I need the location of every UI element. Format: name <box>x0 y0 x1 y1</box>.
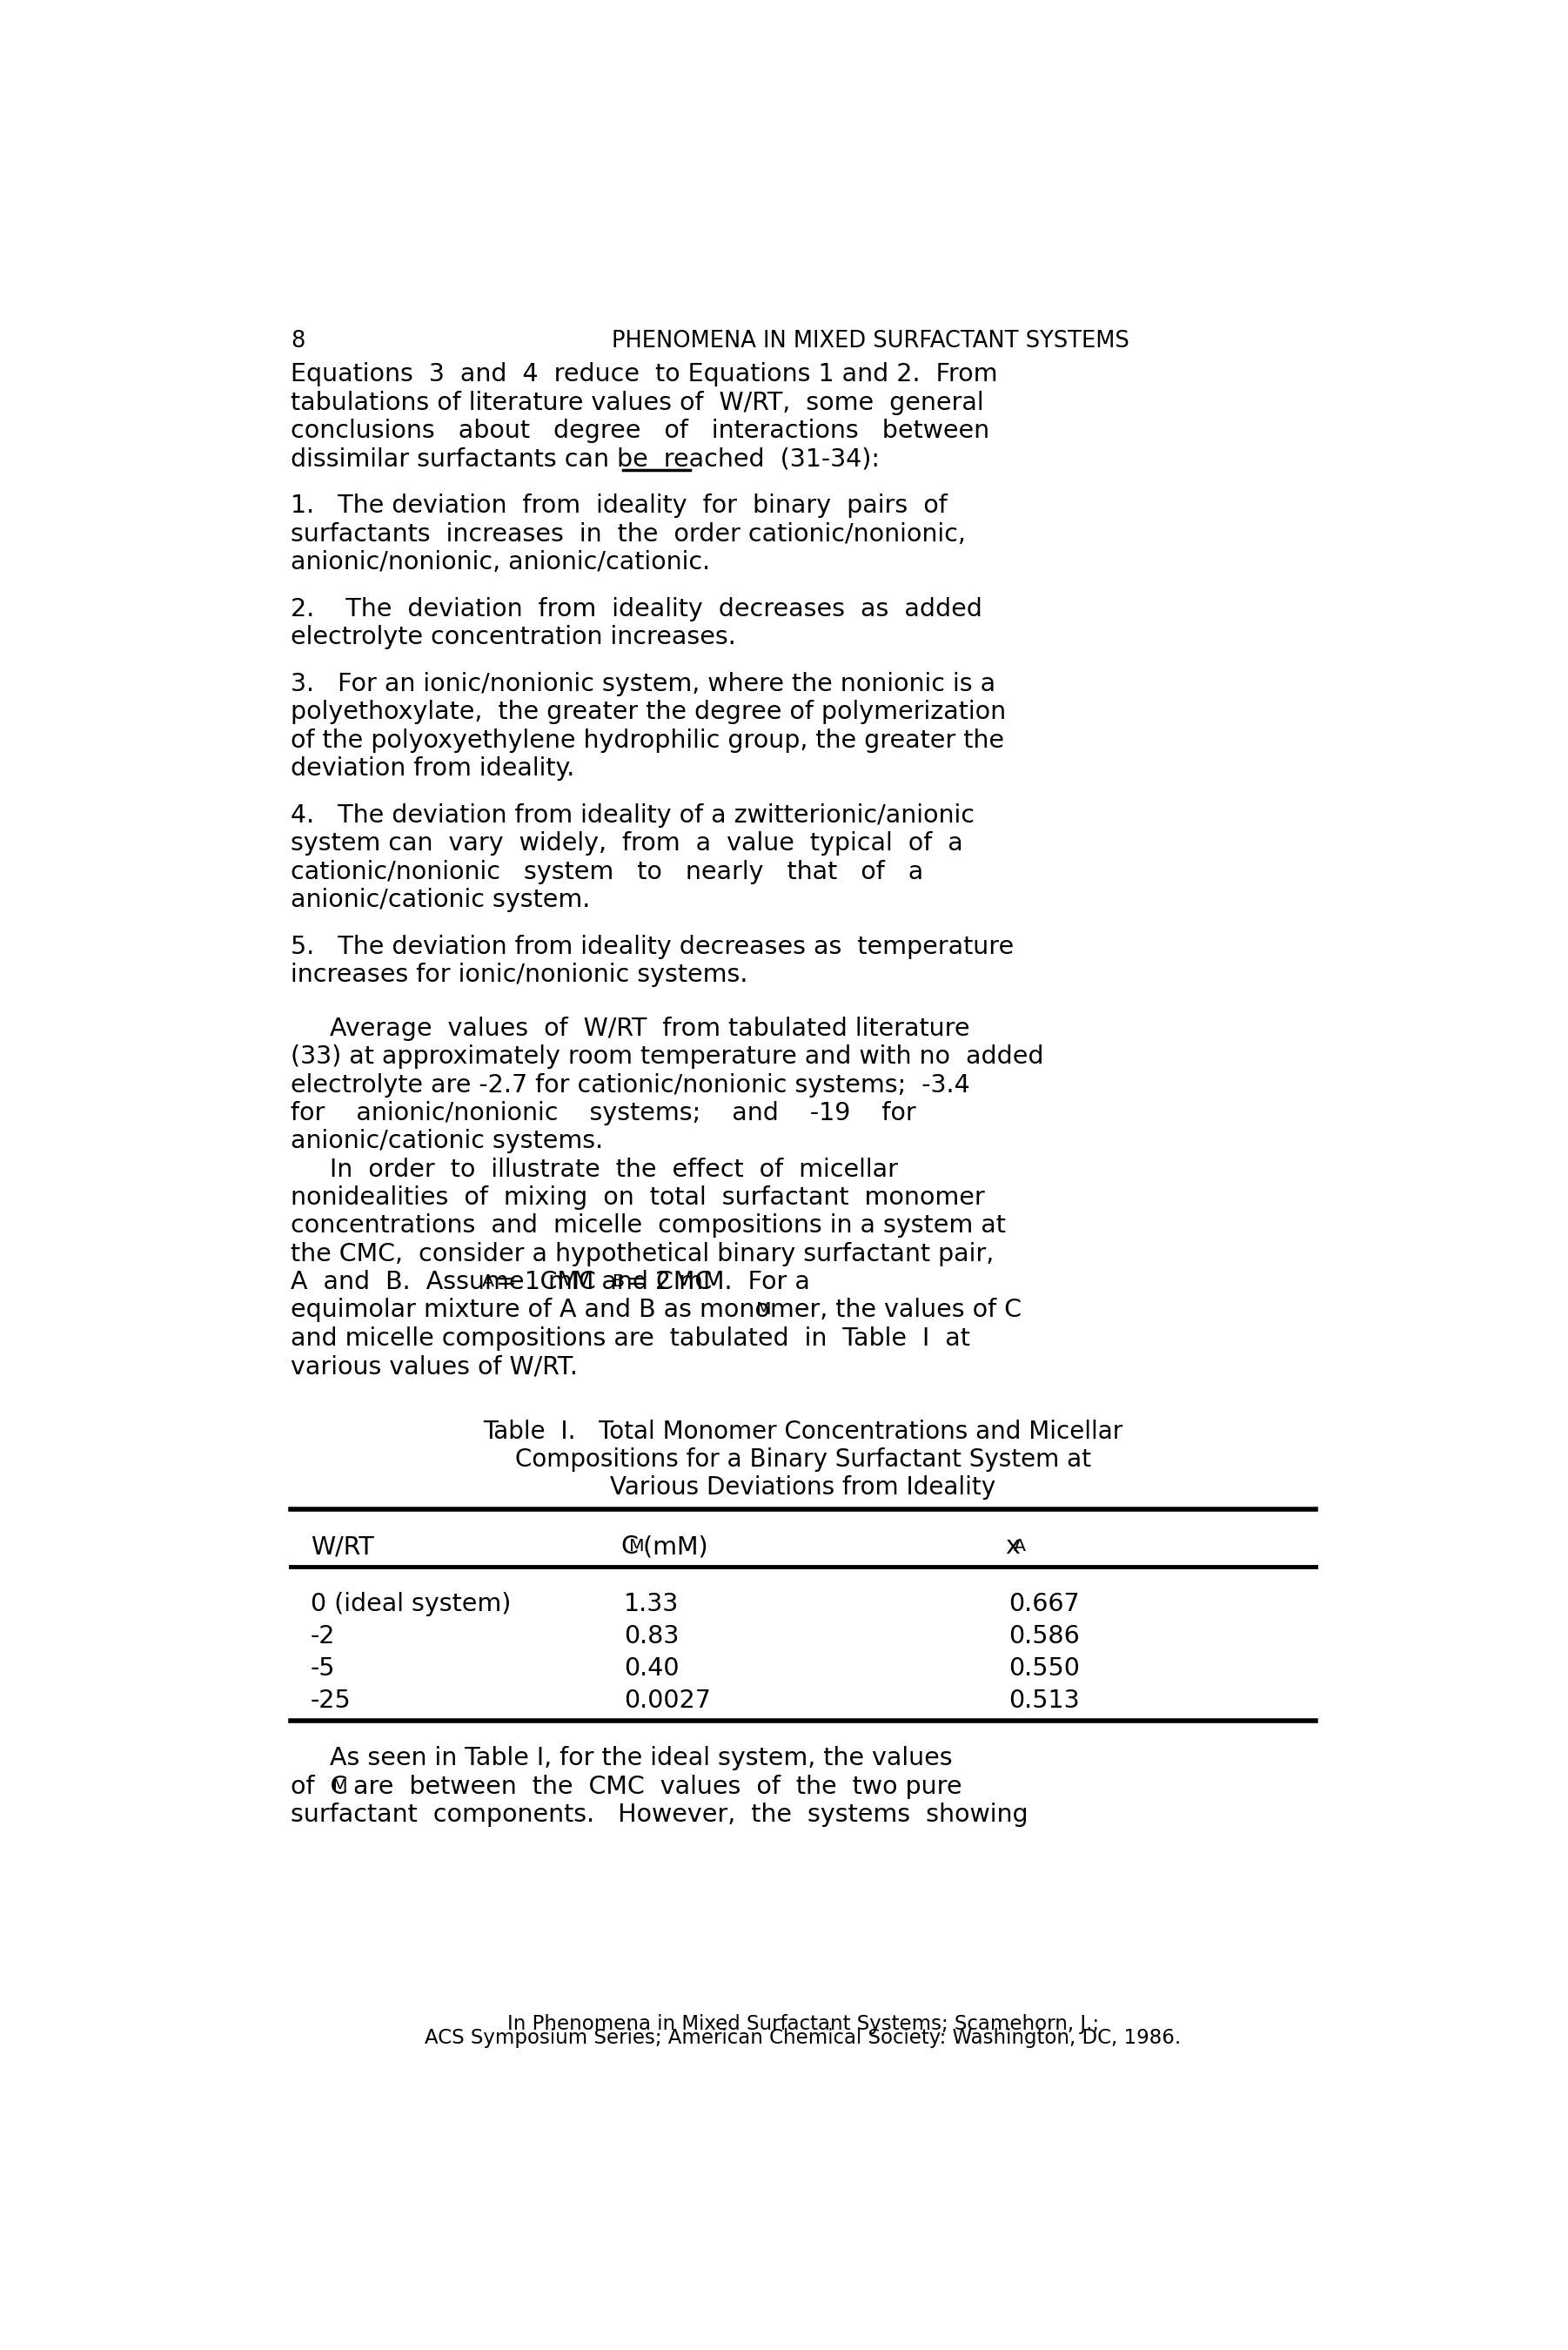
Text: In  order  to  illustrate  the  effect  of  micellar: In order to illustrate the effect of mic… <box>290 1156 898 1182</box>
Text: 0 (ideal system): 0 (ideal system) <box>310 1593 511 1617</box>
Text: the CMC,  consider a hypothetical binary surfactant pair,: the CMC, consider a hypothetical binary … <box>290 1241 994 1267</box>
Text: As seen in Table I, for the ideal system, the values: As seen in Table I, for the ideal system… <box>290 1746 952 1772</box>
Text: various values of W/RT.: various values of W/RT. <box>290 1354 577 1379</box>
Text: 8: 8 <box>290 331 304 352</box>
Text: Various Deviations from Ideality: Various Deviations from Ideality <box>610 1476 996 1499</box>
Text: conclusions   about   degree   of   interactions   between: conclusions about degree of interactions… <box>290 418 989 444</box>
Text: electrolyte concentration increases.: electrolyte concentration increases. <box>290 625 735 649</box>
Text: W/RT: W/RT <box>310 1535 373 1558</box>
Text: electrolyte are -2.7 for cationic/nonionic systems;  -3.4: electrolyte are -2.7 for cationic/nonion… <box>290 1074 969 1097</box>
Text: A: A <box>481 1274 494 1290</box>
Text: anionic/cationic systems.: anionic/cationic systems. <box>290 1128 604 1154</box>
Text: x: x <box>1005 1535 1019 1558</box>
Text: equimolar mixture of A and B as monomer, the values of C: equimolar mixture of A and B as monomer,… <box>290 1297 1021 1323</box>
Text: anionic/cationic system.: anionic/cationic system. <box>290 888 590 912</box>
Text: (33) at approximately room temperature and with no  added: (33) at approximately room temperature a… <box>290 1046 1044 1069</box>
Text: = 2 mM.  For a: = 2 mM. For a <box>619 1269 811 1295</box>
Text: 0.0027: 0.0027 <box>624 1690 712 1713</box>
Text: Compositions for a Binary Surfactant System at: Compositions for a Binary Surfactant Sys… <box>514 1448 1091 1471</box>
Text: Table  I.   Total Monomer Concentrations and Micellar: Table I. Total Monomer Concentrations an… <box>483 1419 1123 1443</box>
Text: 1.   The deviation  from  ideality  for  binary  pairs  of: 1. The deviation from ideality for binar… <box>290 494 947 517</box>
Text: M: M <box>332 1779 348 1795</box>
Text: 3.   For an ionic/nonionic system, where the nonionic is a: 3. For an ionic/nonionic system, where t… <box>290 672 996 696</box>
Text: Average  values  of  W/RT  from tabulated literature: Average values of W/RT from tabulated li… <box>290 1018 969 1041</box>
Text: system can  vary  widely,  from  a  value  typical  of  a: system can vary widely, from a value typ… <box>290 832 963 855</box>
Text: -5: -5 <box>310 1657 336 1680</box>
Text: 4.   The deviation from ideality of a zwitterionic/anionic: 4. The deviation from ideality of a zwit… <box>290 804 974 827</box>
Text: C: C <box>621 1535 638 1558</box>
Text: M: M <box>629 1537 644 1553</box>
Text: of  C: of C <box>290 1774 347 1798</box>
Text: In Phenomena in Mixed Surfactant Systems; Scamehorn, J.;: In Phenomena in Mixed Surfactant Systems… <box>506 2014 1099 2035</box>
Text: and micelle compositions are  tabulated  in  Table  I  at: and micelle compositions are tabulated i… <box>290 1325 971 1351</box>
Text: surfactants  increases  in  the  order cationic/nonionic,: surfactants increases in the order catio… <box>290 522 966 545</box>
Text: 0.40: 0.40 <box>624 1657 679 1680</box>
Text: tabulations of literature values of  W/RT,  some  general: tabulations of literature values of W/RT… <box>290 390 983 416</box>
Text: A: A <box>1013 1537 1025 1553</box>
Text: = 1 mM and CMC: = 1 mM and CMC <box>488 1269 712 1295</box>
Text: -25: -25 <box>310 1690 351 1713</box>
Text: PHENOMENA IN MIXED SURFACTANT SYSTEMS: PHENOMENA IN MIXED SURFACTANT SYSTEMS <box>612 331 1129 352</box>
Text: 5.   The deviation from ideality decreases as  temperature: 5. The deviation from ideality decreases… <box>290 935 1013 959</box>
Text: anionic/nonionic, anionic/cationic.: anionic/nonionic, anionic/cationic. <box>290 550 710 573</box>
Text: cationic/nonionic   system   to   nearly   that   of   a: cationic/nonionic system to nearly that … <box>290 860 924 884</box>
Text: ACS Symposium Series; American Chemical Society: Washington, DC, 1986.: ACS Symposium Series; American Chemical … <box>425 2028 1181 2047</box>
Text: 2.    The  deviation  from  ideality  decreases  as  added: 2. The deviation from ideality decreases… <box>290 597 982 620</box>
Text: 0.586: 0.586 <box>1008 1624 1080 1650</box>
Text: -2: -2 <box>310 1624 336 1650</box>
Text: (mM): (mM) <box>635 1535 707 1558</box>
Text: A  and  B.  Assume  CMC: A and B. Assume CMC <box>290 1269 596 1295</box>
Text: 0.83: 0.83 <box>624 1624 679 1650</box>
Text: nonidealities  of  mixing  on  total  surfactant  monomer: nonidealities of mixing on total surfact… <box>290 1184 985 1210</box>
Text: increases for ionic/nonionic systems.: increases for ionic/nonionic systems. <box>290 964 748 987</box>
Text: deviation from ideality.: deviation from ideality. <box>290 757 574 780</box>
Text: 1.33: 1.33 <box>624 1593 679 1617</box>
Text: 0.667: 0.667 <box>1008 1593 1080 1617</box>
Text: M: M <box>756 1302 771 1318</box>
Text: for    anionic/nonionic    systems;    and    -19    for: for anionic/nonionic systems; and -19 fo… <box>290 1100 916 1126</box>
Text: B: B <box>613 1274 626 1290</box>
Text: 0.513: 0.513 <box>1008 1690 1080 1713</box>
Text: surfactant  components.   However,  the  systems  showing: surfactant components. However, the syst… <box>290 1802 1029 1826</box>
Text: Equations  3  and  4  reduce  to Equations 1 and 2.  From: Equations 3 and 4 reduce to Equations 1 … <box>290 362 997 388</box>
Text: dissimilar surfactants can be  reached  (31-34):: dissimilar surfactants can be reached (3… <box>290 446 880 472</box>
Text: polyethoxylate,  the greater the degree of polymerization: polyethoxylate, the greater the degree o… <box>290 700 1005 724</box>
Text: are  between  the  CMC  values  of  the  two pure: are between the CMC values of the two pu… <box>339 1774 963 1798</box>
Text: 0.550: 0.550 <box>1008 1657 1080 1680</box>
Text: concentrations  and  micelle  compositions in a system at: concentrations and micelle compositions … <box>290 1213 1005 1238</box>
Text: of the polyoxyethylene hydrophilic group, the greater the: of the polyoxyethylene hydrophilic group… <box>290 728 1004 752</box>
